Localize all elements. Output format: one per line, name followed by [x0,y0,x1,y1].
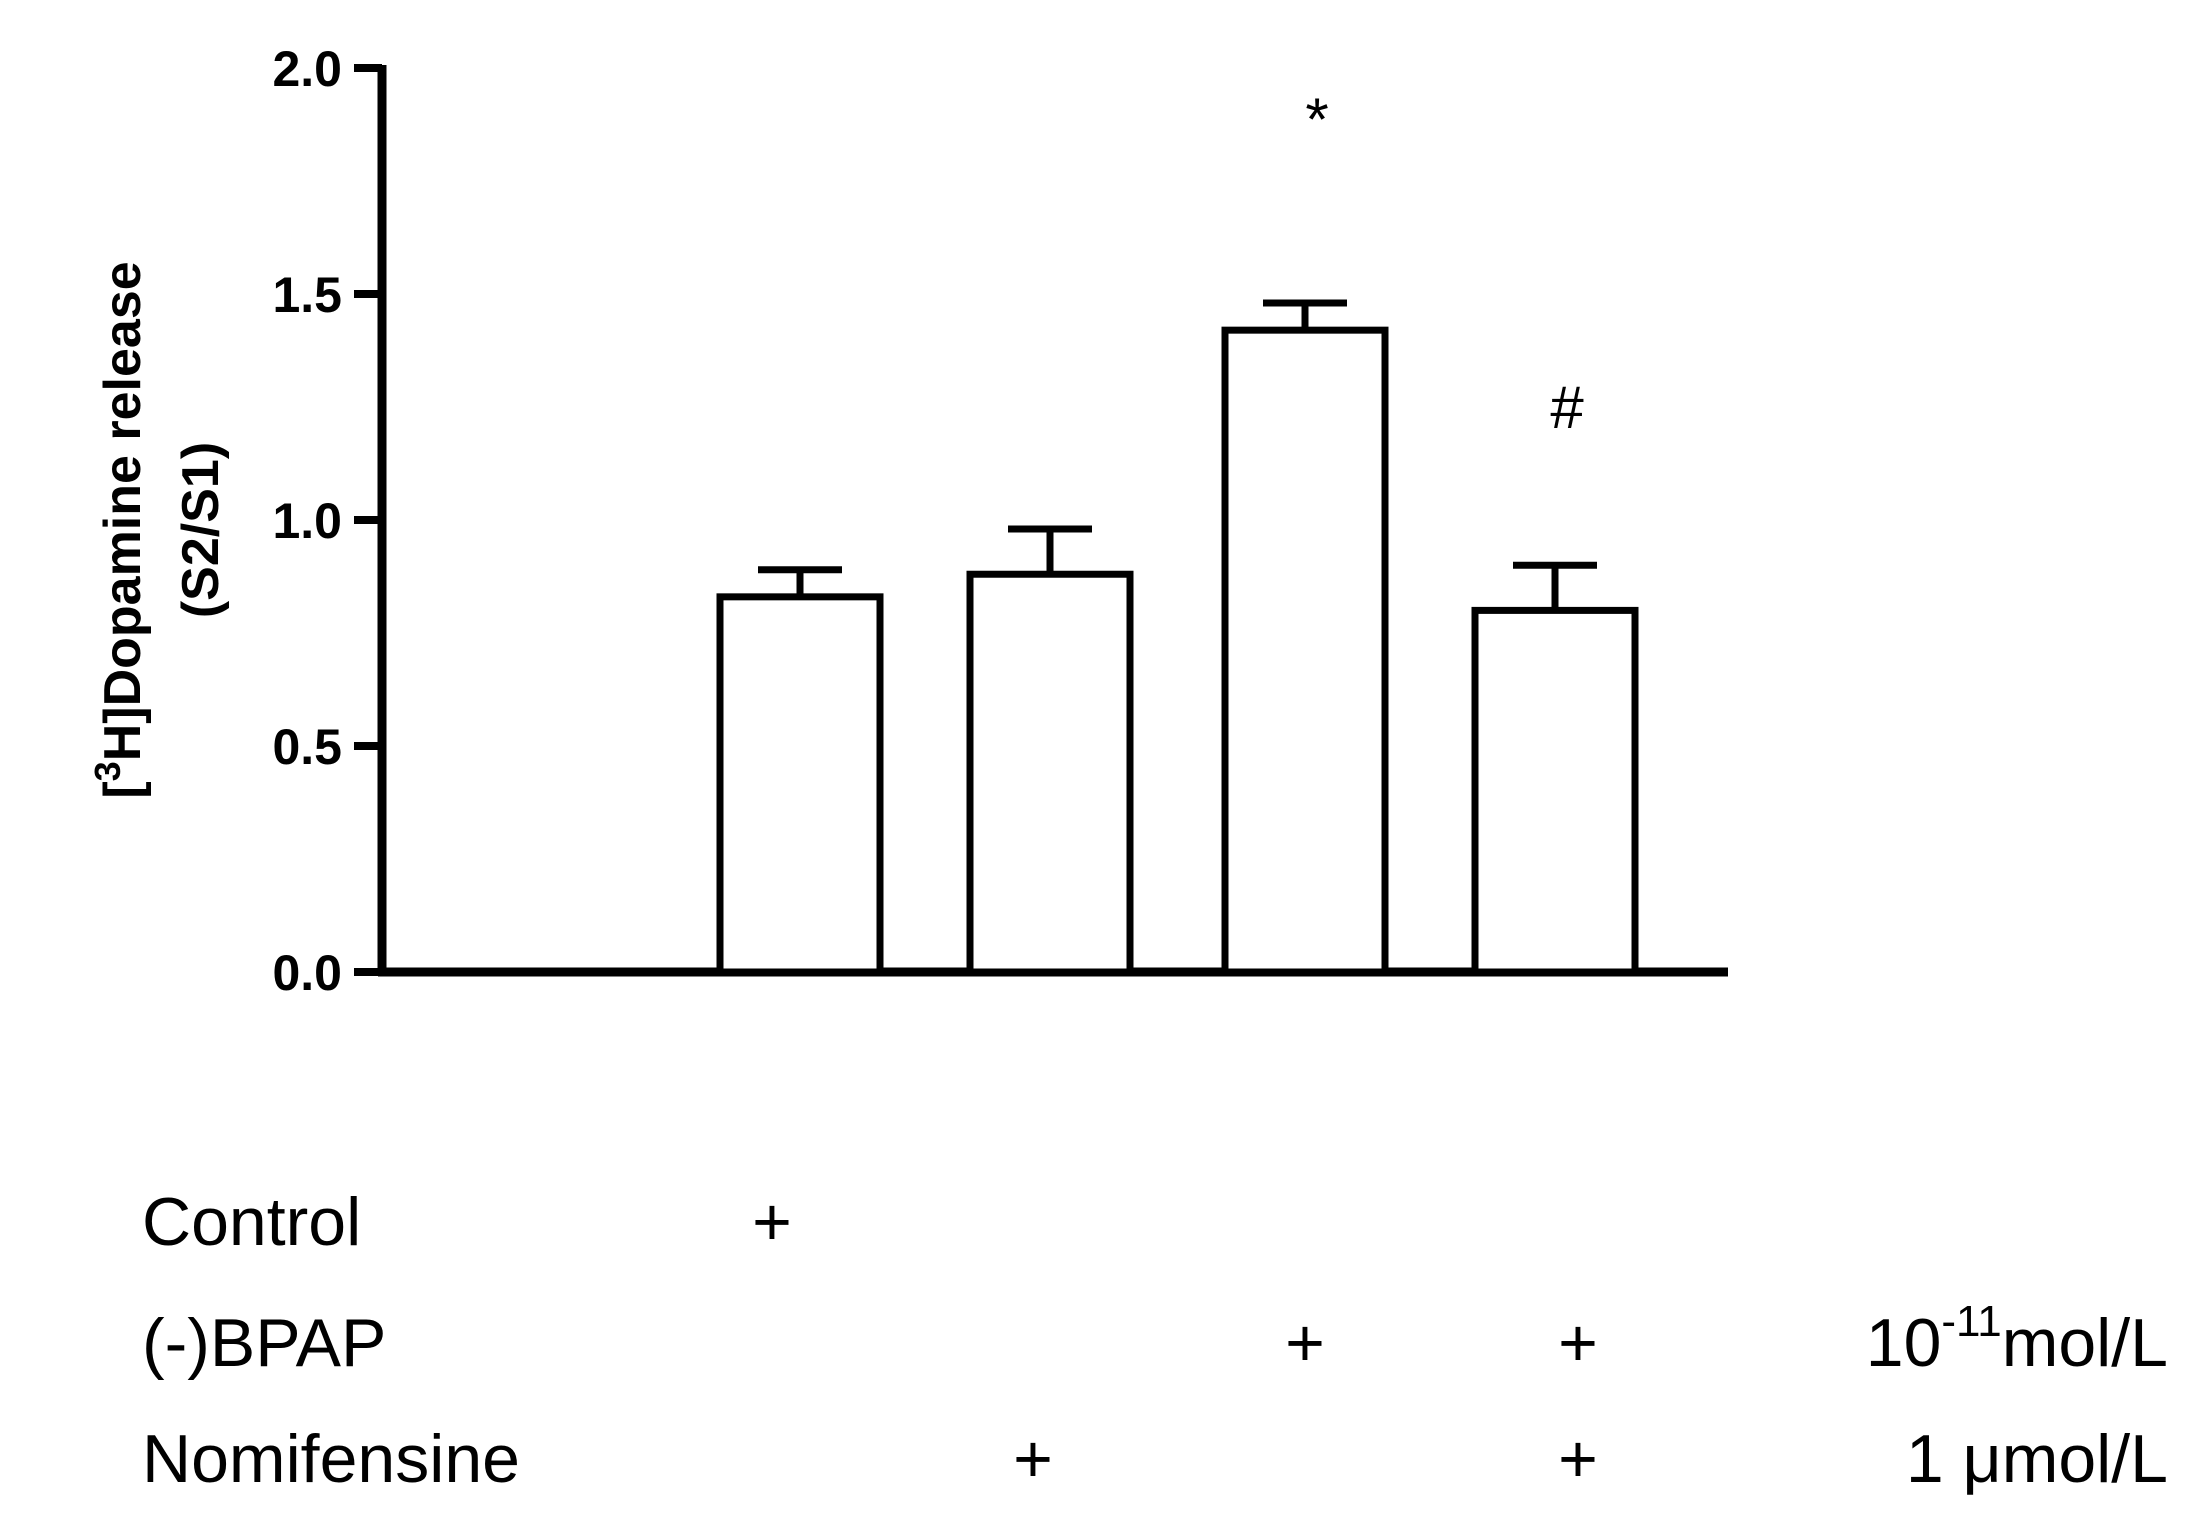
y-axis-title: [3H]Dopamine release [87,261,152,798]
concentration-base: 10 [1866,1305,1942,1381]
y-axis-title-main: H]Dopamine release [94,261,152,761]
significance-mark: * [1305,86,1328,153]
bar [966,570,1134,976]
concentration-unit: μmol/L [1963,1421,2168,1497]
y-tick-label: 2.0 [272,41,342,97]
treatment-mark: + [1558,1421,1598,1497]
bar [1471,606,1639,976]
y-tick-label: 1.0 [272,493,342,549]
significance-mark: # [1550,374,1584,441]
treatment-table: Control + (-)BPAP + +10-11mol/L Nomifensine + +… [142,1184,2168,1497]
bar [716,593,884,976]
y-tick-label: 0.5 [272,719,342,775]
bar [1221,326,1389,976]
significance-marks: *# [1305,86,1584,441]
treatment-mark: + [1558,1305,1598,1381]
concentration-label: 1 μmol/L [1906,1421,2168,1497]
treatment-mark: + [1285,1305,1325,1381]
y-tick-label: 1.5 [272,267,342,323]
treatment-mark: + [752,1184,792,1260]
treatment-mark: + [1013,1421,1053,1497]
treatment-row-label: Nomifensine [142,1421,520,1497]
error-bars [758,299,1597,611]
treatment-row-label: Control [142,1184,361,1260]
y-axis-title-superscript: 3 [87,761,128,781]
y-tick-label: 0.0 [272,945,342,1001]
y-axis-title-line2: (S2/S1) [172,442,230,618]
y-axis-title-prefix: [ [94,781,152,798]
concentration-label: 10-11mol/L [1866,1297,2168,1381]
y-ticks: 0.0 0.5 1.0 1.5 2.0 [272,41,382,1001]
bars [716,326,1639,976]
concentration-unit: mol/L [2002,1305,2168,1381]
concentration-exponent: -11 [1941,1297,2001,1346]
concentration-base: 1 [1906,1421,1963,1497]
treatment-row-label: (-)BPAP [142,1305,386,1381]
